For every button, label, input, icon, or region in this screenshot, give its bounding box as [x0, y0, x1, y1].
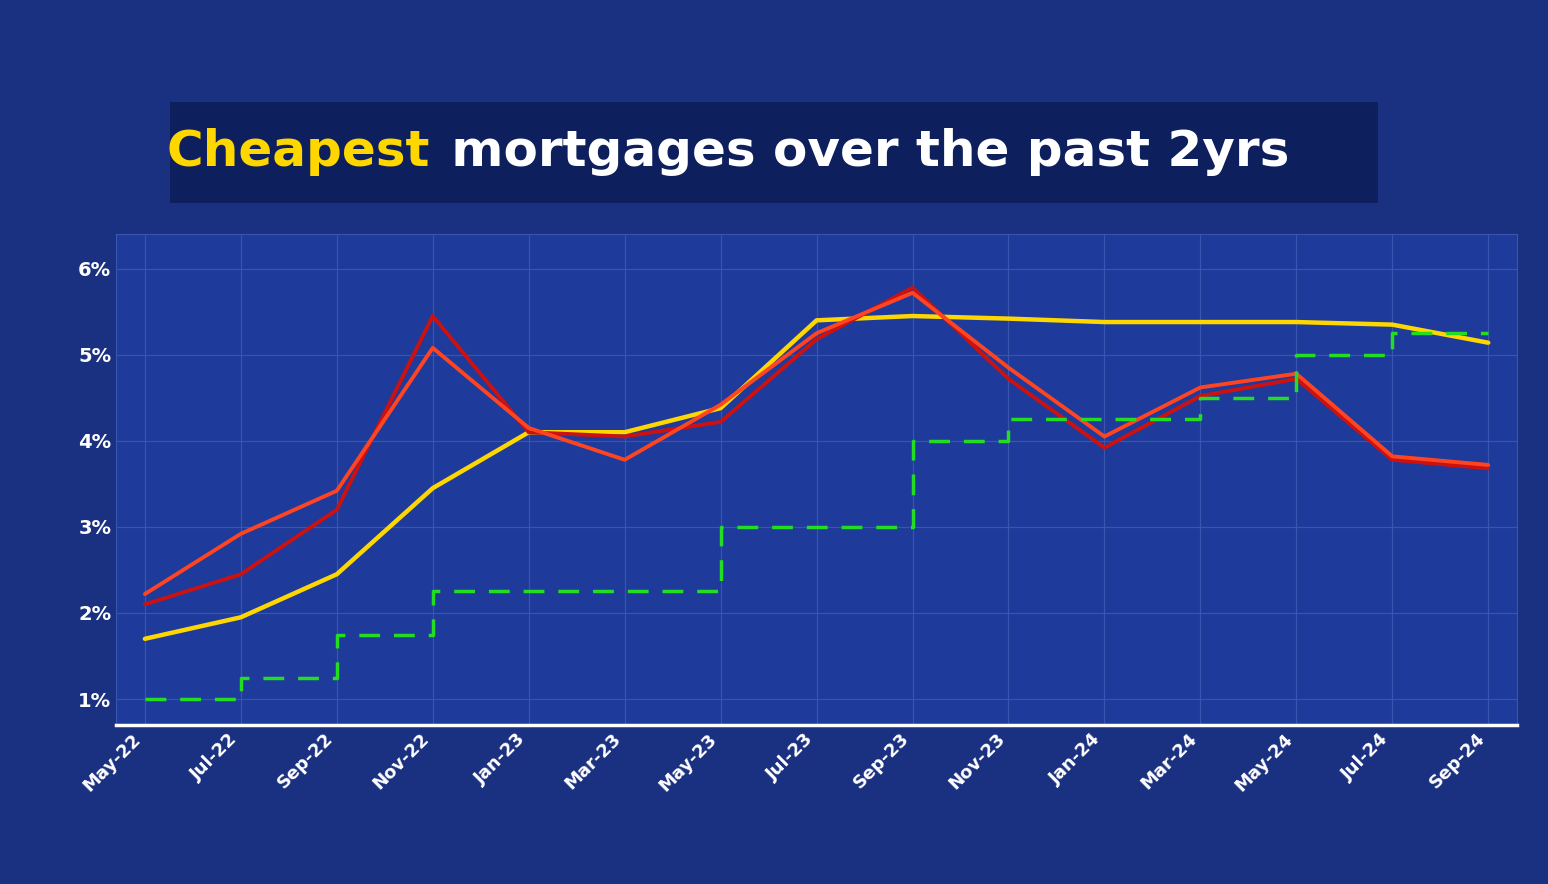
Legend: Base Rate, 5yr Fix, 2yr Fix, 2yr Tracker: Base Rate, 5yr Fix, 2yr Fix, 2yr Tracker: [348, 875, 1285, 884]
Text: Cheapest: Cheapest: [167, 128, 430, 177]
Text: mortgages over the past 2yrs: mortgages over the past 2yrs: [433, 128, 1289, 177]
